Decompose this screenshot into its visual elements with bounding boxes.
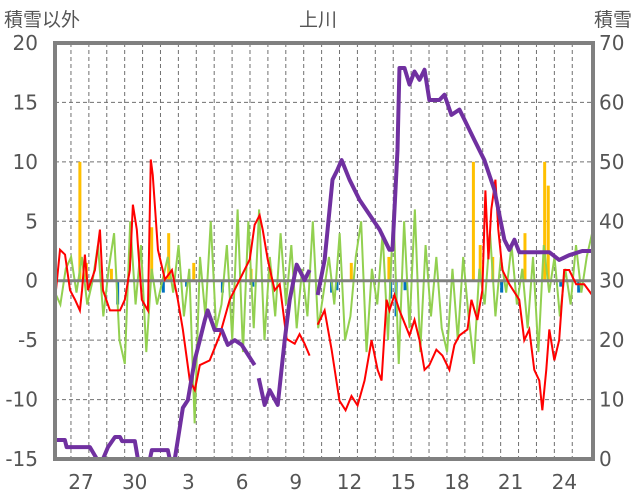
x-tick-label: 3 [182, 470, 195, 494]
precip-bar [349, 262, 353, 281]
left-tick-label: 20 [13, 31, 38, 55]
neg-bar [500, 280, 504, 293]
precip-bar [78, 161, 82, 281]
right-tick-label: 30 [599, 269, 624, 293]
precip-bar [109, 268, 113, 281]
x-tick-label: 18 [444, 470, 469, 494]
precip-bar [523, 233, 527, 281]
left-tick-label: -5 [18, 328, 38, 352]
x-tick-label: 15 [390, 470, 415, 494]
x-tick-label: 24 [552, 470, 577, 494]
plot-marks [54, 65, 594, 461]
temperature-line [316, 179, 593, 413]
precip-bar [543, 161, 547, 281]
left-axis-title: 積雪以外 [4, 9, 80, 31]
neg-bar [335, 280, 339, 291]
right-tick-label: 60 [599, 90, 624, 114]
snow-depth-line [256, 262, 312, 407]
right-tick-label: 70 [599, 31, 624, 55]
left-tick-label: 15 [13, 90, 38, 114]
x-tick-label: 21 [498, 470, 523, 494]
precip-bar [387, 256, 391, 281]
precip-bar [478, 245, 482, 281]
snow-depth-line [55, 308, 257, 461]
neg-bar [577, 280, 581, 293]
x-tick-label: 6 [236, 470, 249, 494]
neg-bar [403, 280, 407, 291]
neg-bar [161, 280, 165, 293]
left-tick-label: 5 [25, 209, 38, 233]
x-tick-label: 9 [289, 470, 302, 494]
right-tick-label: 0 [599, 447, 612, 471]
right-axis-title: 積雪 [594, 9, 632, 31]
right-tick-label: 50 [599, 150, 624, 174]
right-tick-label: 40 [599, 209, 624, 233]
left-tick-label: 10 [13, 150, 38, 174]
neg-bar [185, 280, 189, 287]
right-tick-label: 20 [599, 328, 624, 352]
left-tick-label: -10 [5, 388, 38, 412]
neg-bar [251, 280, 255, 287]
x-tick-label: 12 [337, 470, 362, 494]
neg-bar [559, 280, 563, 287]
chart-title: 上川 [299, 9, 337, 31]
x-tick-label: 27 [68, 470, 93, 494]
temperature-line [54, 159, 311, 394]
precip-bar [192, 262, 196, 281]
gridlines [55, 43, 593, 459]
right-tick-label: 10 [599, 388, 624, 412]
x-tick-label: 30 [122, 470, 147, 494]
precip-bar [546, 185, 550, 281]
precip-bar [150, 227, 154, 281]
left-tick-label: 0 [25, 269, 38, 293]
left-tick-label: -15 [5, 447, 38, 471]
precip-bar [471, 161, 475, 281]
plot-frame [53, 41, 595, 461]
snow-depth-line [315, 65, 593, 296]
